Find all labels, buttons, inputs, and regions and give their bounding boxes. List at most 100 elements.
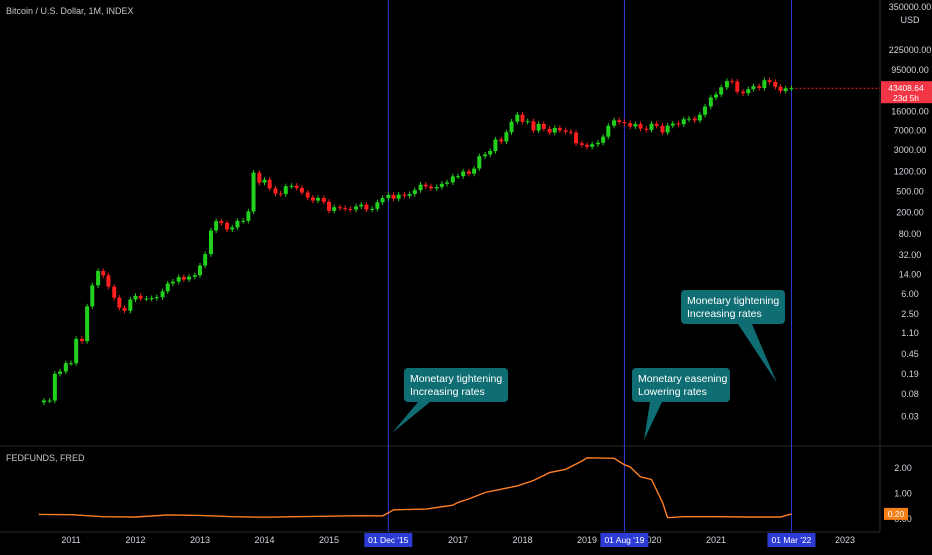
candle (568, 131, 573, 133)
candle (418, 184, 423, 191)
candle (257, 172, 262, 183)
candle (483, 154, 488, 157)
candle (407, 194, 412, 196)
candle (208, 230, 213, 255)
candle (434, 186, 439, 189)
candle (466, 171, 471, 174)
candle (649, 123, 654, 130)
candle (622, 121, 627, 124)
candle (343, 208, 348, 210)
candle (557, 127, 562, 131)
time-tick: 2013 (190, 535, 210, 545)
candle (262, 179, 267, 183)
price-tick: 6.00 (901, 289, 919, 299)
candle (154, 297, 159, 299)
candle (686, 118, 691, 120)
candle (198, 265, 202, 276)
candle (101, 271, 106, 276)
candle (585, 144, 589, 147)
candle (579, 143, 584, 145)
time-tick: 2017 (448, 535, 468, 545)
candle (439, 183, 444, 187)
candle (402, 194, 407, 196)
candle (606, 125, 611, 137)
candle (396, 194, 401, 199)
candle (364, 204, 369, 210)
candle (654, 123, 659, 126)
candle (531, 121, 536, 131)
candle (590, 144, 595, 147)
candle (380, 198, 385, 203)
candle (90, 285, 95, 307)
date-marker-label: 01 Aug '19 (604, 535, 644, 545)
symbol-title: Bitcoin / U.S. Dollar, 1M, INDEX (6, 6, 134, 16)
candle (541, 124, 546, 129)
candle (96, 271, 101, 286)
candle (370, 208, 375, 210)
candle (638, 124, 643, 129)
callout-pointer (392, 402, 430, 433)
candle (246, 211, 251, 221)
current-price-badge (881, 81, 932, 104)
price-tick: 95000.00 (891, 65, 929, 75)
candle (316, 198, 321, 201)
candle (525, 121, 530, 123)
candle (670, 123, 675, 126)
candle (461, 171, 466, 177)
price-tick: 1.10 (901, 328, 919, 338)
time-tick: 2012 (125, 535, 145, 545)
candle (283, 186, 288, 195)
candle (112, 286, 117, 298)
time-tick: 2018 (512, 535, 532, 545)
candle (230, 227, 235, 230)
candle (628, 123, 633, 127)
price-tick: 0.19 (901, 369, 919, 379)
candle (509, 121, 514, 133)
candle (267, 179, 272, 189)
callout-subtitle: Increasing rates (410, 386, 485, 398)
candle (547, 128, 552, 133)
candle (697, 114, 702, 121)
candle (595, 142, 600, 145)
rate-value: 0.20 (888, 509, 905, 519)
candle (170, 281, 175, 284)
candle (499, 139, 504, 142)
callout-box (404, 368, 508, 402)
price-tick: 3000.00 (894, 145, 927, 155)
time-tick: 2020 (641, 535, 661, 545)
date-marker-label: 01 Mar '22 (772, 535, 812, 545)
price-tick: 80.00 (899, 229, 922, 239)
candle (423, 184, 428, 187)
candle (617, 120, 622, 122)
axis-unit-label: USD (900, 15, 920, 25)
time-tick: 2014 (254, 535, 274, 545)
candle (144, 298, 149, 300)
candle (354, 206, 359, 210)
candle (412, 190, 417, 195)
price-tick: 500.00 (896, 187, 924, 197)
candle (310, 197, 315, 201)
candle (757, 86, 762, 88)
candle (375, 202, 380, 209)
date-marker-badge (364, 533, 413, 547)
candle (708, 97, 713, 107)
candle (773, 81, 778, 87)
callout-box (681, 290, 785, 324)
candle (305, 192, 310, 198)
candle (612, 120, 617, 126)
candle (74, 338, 79, 364)
time-tick: 2019 (577, 535, 597, 545)
candle (176, 277, 181, 282)
candle (219, 221, 224, 223)
candle (563, 130, 568, 132)
candle (746, 89, 751, 94)
candle (58, 371, 63, 374)
candle (299, 187, 304, 193)
candle (122, 307, 127, 311)
candle (63, 363, 68, 372)
candle (665, 125, 670, 133)
candle (735, 81, 740, 92)
candle (106, 275, 111, 287)
